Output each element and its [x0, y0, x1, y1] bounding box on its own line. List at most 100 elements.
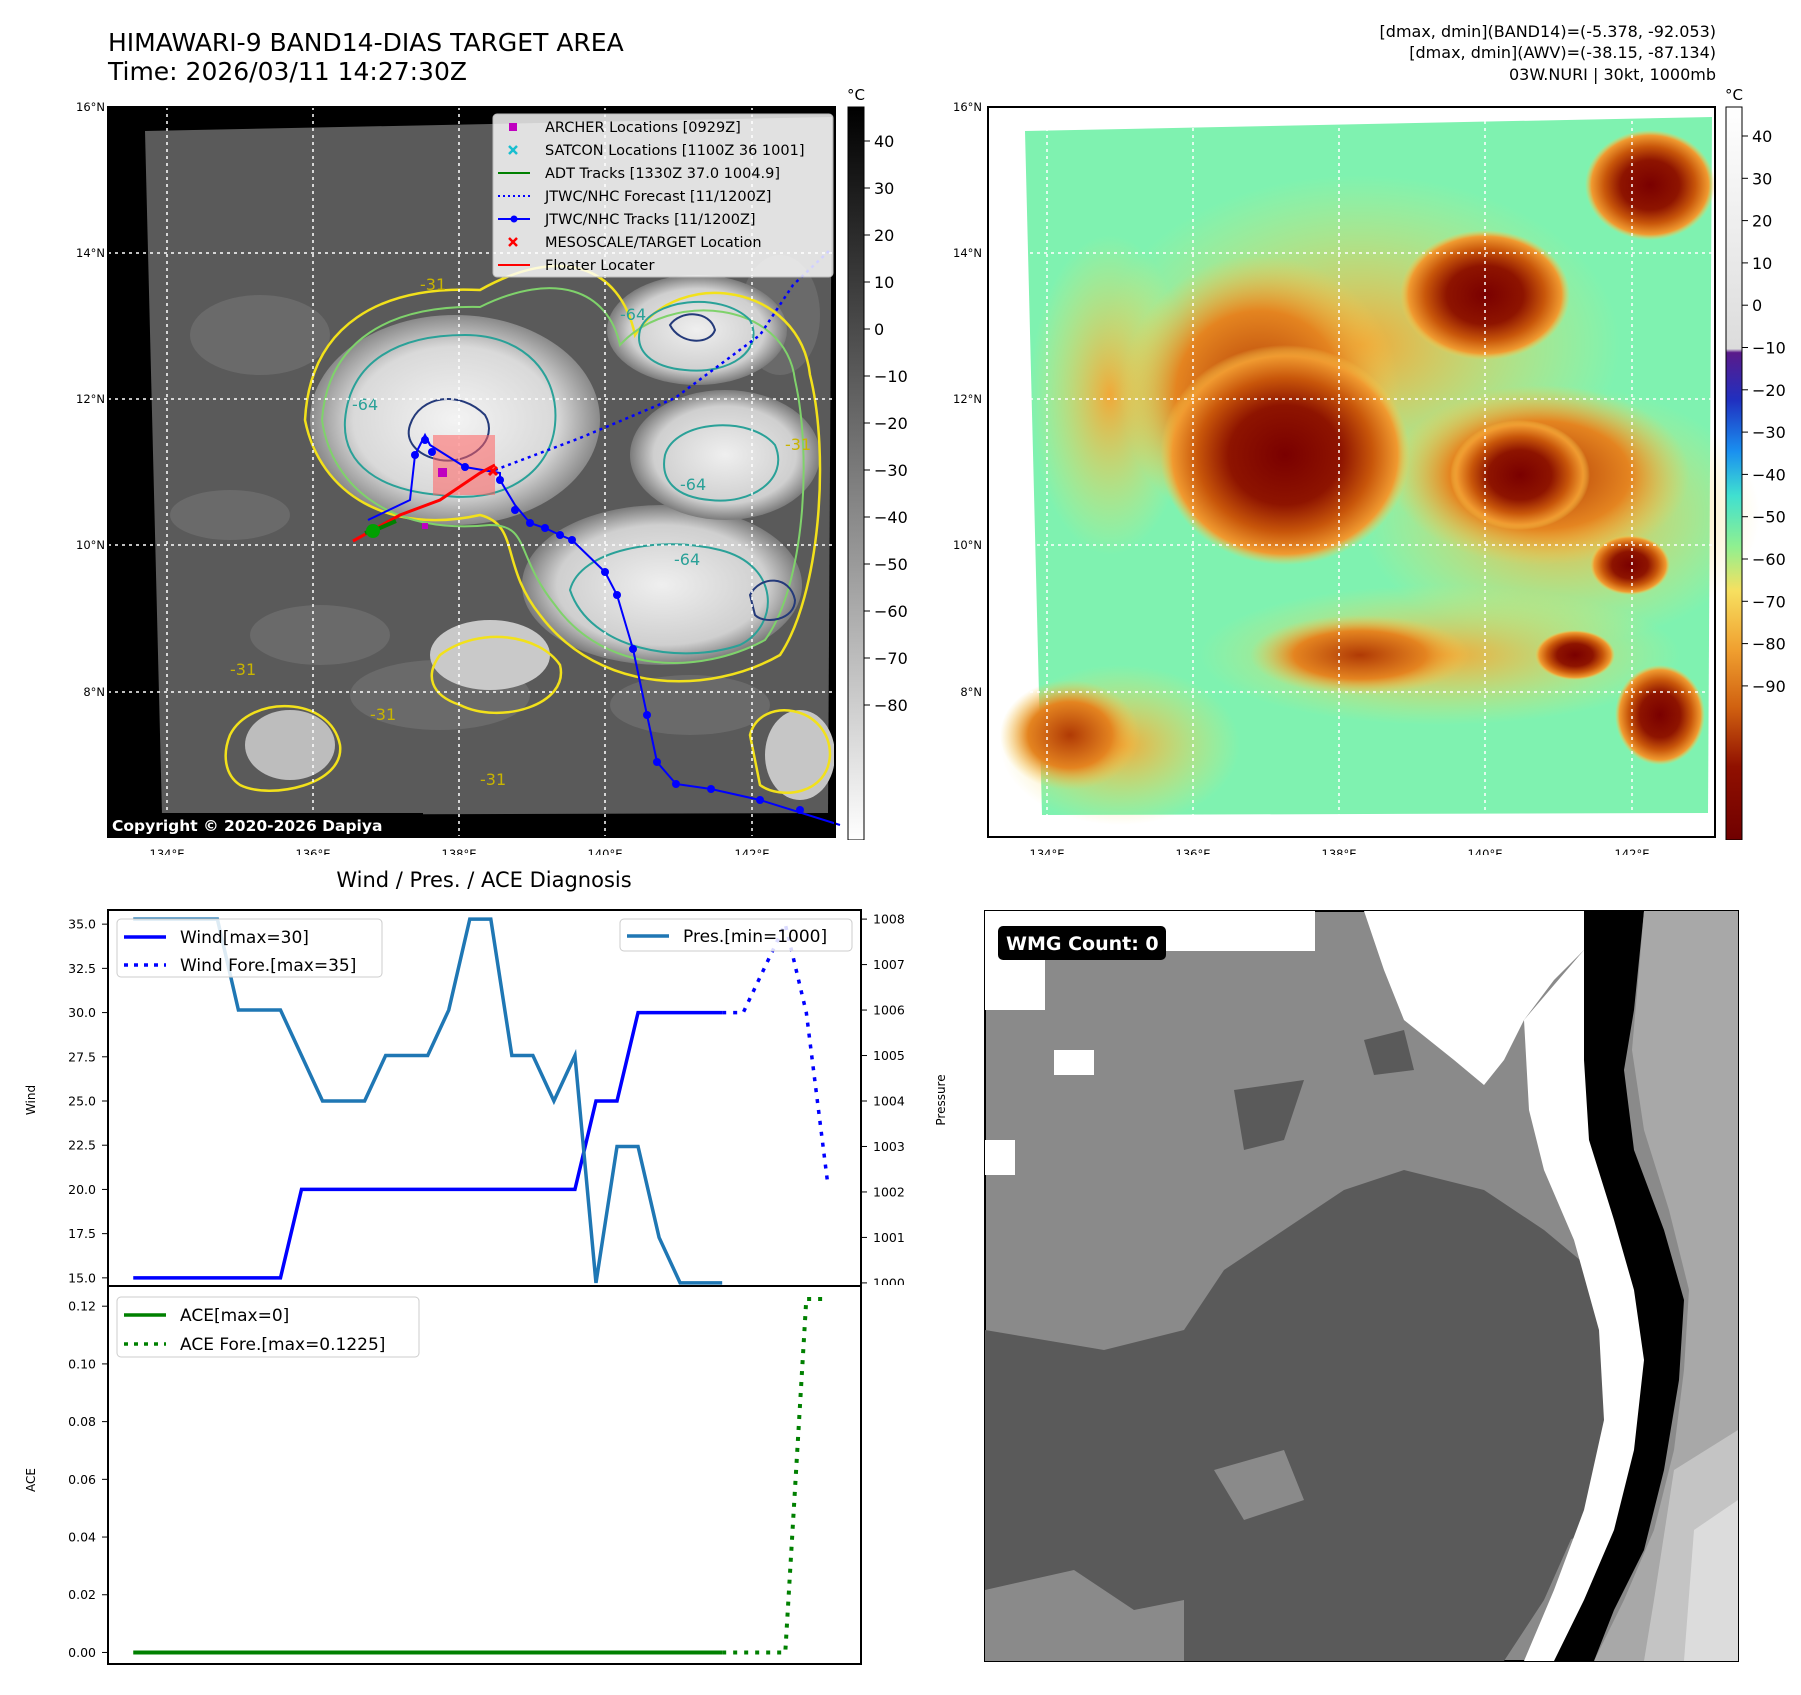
- colorbar-tick: 40: [874, 132, 894, 151]
- colorbar-tick: −20: [874, 414, 908, 433]
- colorbar-tick: −60: [1752, 550, 1786, 569]
- lat-label: 14°N: [953, 246, 982, 260]
- contour-label: -31: [480, 770, 506, 789]
- copyright-badge: [108, 813, 423, 837]
- colorbar-tick: −40: [874, 508, 908, 527]
- legend-wind: Wind[max=30]: [180, 928, 309, 948]
- ace-tick: 0.12: [68, 1299, 96, 1314]
- colorbar-tick: −80: [1752, 635, 1786, 654]
- wind-tick: 32.5: [68, 961, 96, 976]
- lat-label: 12°N: [953, 392, 982, 406]
- lat-label: 16°N: [76, 100, 105, 114]
- wind-tick: 15.0: [68, 1270, 96, 1285]
- central-convection: [310, 315, 600, 525]
- series-line-0: [133, 1010, 723, 1280]
- pressure-tick: 1008: [873, 912, 905, 927]
- lat-label: 8°N: [83, 685, 105, 699]
- diagnosis-title: Wind / Pres. / ACE Diagnosis: [336, 868, 632, 892]
- wind-pressure-chart: Wind Pressure 35.0 32.5 30.0 27.5 25.0 22.5 20…: [24, 909, 948, 1285]
- floater-locater-line: [352, 463, 496, 543]
- colorbar-tick: −90: [1752, 677, 1786, 696]
- wind-tick: 17.5: [68, 1226, 96, 1241]
- contour-label: -31: [230, 660, 256, 679]
- legend-item: SATCON Locations [1100Z 36 1001]: [508, 143, 804, 159]
- colorbar-tick: 30: [1752, 169, 1772, 188]
- legend-item: MESOSCALE/TARGET Location: [508, 235, 762, 251]
- colorbar-tick: −30: [874, 461, 908, 480]
- lon-label: 140°E: [588, 847, 623, 855]
- ace-tick: 0.08: [68, 1414, 96, 1429]
- ace-tick: 0.02: [68, 1587, 96, 1602]
- svg-text:Floater Locater: Floater Locater: [545, 258, 654, 274]
- ace-axis-label: ACE: [24, 1468, 38, 1492]
- wind-tick: 22.5: [68, 1138, 96, 1153]
- colorbar-tick: −40: [1752, 465, 1786, 484]
- copyright-text: Copyright © 2020-2026 Dapiya: [112, 817, 382, 835]
- lon-label: 142°E: [1615, 847, 1650, 855]
- pressure-tick: 1007: [873, 957, 905, 972]
- contour-label: -64: [680, 475, 706, 494]
- lat-label: 16°N: [953, 100, 982, 114]
- pressure-tick: 1003: [873, 1139, 905, 1154]
- ace-tick: 0.10: [68, 1356, 96, 1371]
- legend-item: Floater Locater: [498, 258, 654, 274]
- wind-tick: 30.0: [68, 1005, 96, 1020]
- pressure-tick: 1001: [873, 1230, 905, 1245]
- mesoscale-marker: [487, 465, 499, 477]
- colorbar-tick: 0: [1752, 296, 1762, 315]
- wind-tick: 20.0: [68, 1182, 96, 1197]
- contour-label: -31: [785, 435, 811, 454]
- legend-item: ADT Tracks [1330Z 37.0 1004.9]: [498, 166, 780, 182]
- wind-legend: Wind[max=30] Wind Fore.[max=35]: [116, 918, 383, 978]
- wmg-panel: WMG Count: 0: [984, 910, 1739, 1662]
- wind-tick: 25.0: [68, 1094, 96, 1109]
- wind-tick: 27.5: [68, 1049, 96, 1064]
- svg-text:JTWC/NHC Tracks [11/1200Z]: JTWC/NHC Tracks [11/1200Z]: [544, 212, 756, 228]
- lat-label: 10°N: [76, 538, 105, 552]
- ir-map-panel: -64 -64 -64 -64 -31 -31 -31 -31 -31: [76, 100, 841, 855]
- colorbar-tick: −70: [1752, 592, 1786, 611]
- contour-label: -64: [352, 395, 378, 414]
- colorbar-unit: °C: [847, 86, 865, 104]
- contour-label: -64: [674, 550, 700, 569]
- pressure-axis-label: Pressure: [934, 1074, 948, 1125]
- colorbar-tick: 10: [874, 273, 894, 292]
- ace-legend: ACE[max=0] ACE Fore.[max=0.1225]: [116, 1296, 420, 1358]
- legend-pressure: Pres.[min=1000]: [683, 927, 827, 947]
- lon-label: 136°E: [1176, 847, 1211, 855]
- svg-text:ARCHER Locations [0929Z]: ARCHER Locations [0929Z]: [545, 120, 741, 136]
- contour-label: -31: [370, 705, 396, 724]
- wmg-count-text: WMG Count: 0: [1006, 933, 1159, 955]
- figure-title: HIMAWARI-9 BAND14-DIAS TARGET AREA: [108, 28, 624, 57]
- series-line-2: [133, 917, 723, 1285]
- svg-text:MESOSCALE/TARGET Location: MESOSCALE/TARGET Location: [545, 235, 762, 251]
- legend-item: ARCHER Locations [0929Z]: [509, 120, 741, 136]
- pressure-legend: Pres.[min=1000]: [619, 918, 853, 952]
- pressure-tick: 1005: [873, 1048, 905, 1063]
- legend-ace-fore: ACE Fore.[max=0.1225]: [180, 1335, 385, 1355]
- lat-label: 12°N: [76, 392, 105, 406]
- colorbar-tick: −70: [874, 649, 908, 668]
- ace-tick: 0.00: [68, 1645, 96, 1660]
- lon-label: 134°E: [1030, 847, 1065, 855]
- colorbar-tick: −50: [1752, 508, 1786, 527]
- colorbar-tick: −50: [874, 555, 908, 574]
- awv-colorbar: °C 40 30 20 10 0 −10 −20 −30 −40 −50 −60 −70 −80 −90: [1725, 86, 1786, 840]
- colorbar-tick: 30: [874, 179, 894, 198]
- lon-label: 136°E: [296, 847, 331, 855]
- svg-text:JTWC/NHC Forecast [11/1200Z]: JTWC/NHC Forecast [11/1200Z]: [544, 189, 771, 205]
- lat-label: 14°N: [76, 246, 105, 260]
- lon-label: 138°E: [442, 847, 477, 855]
- colorbar-tick: 20: [874, 226, 894, 245]
- lat-label: 8°N: [960, 685, 982, 699]
- pressure-tick: 1004: [873, 1094, 905, 1109]
- legend-wind-fore: Wind Fore.[max=35]: [180, 956, 356, 976]
- lat-label: 10°N: [953, 538, 982, 552]
- colorbar-tick: −20: [1752, 381, 1786, 400]
- ace-tick: 0.06: [68, 1472, 96, 1487]
- ace-chart: ACE 0.12 0.10 0.08 0.06 0.04 0.02 0.00 ACE[max…: [24, 1285, 862, 1665]
- wmg-black-band: [1554, 911, 1684, 1661]
- figure-time: Time: 2026/03/11 14:27:30Z: [108, 57, 467, 86]
- pressure-tick: 1006: [873, 1003, 905, 1018]
- lon-label: 142°E: [735, 847, 770, 855]
